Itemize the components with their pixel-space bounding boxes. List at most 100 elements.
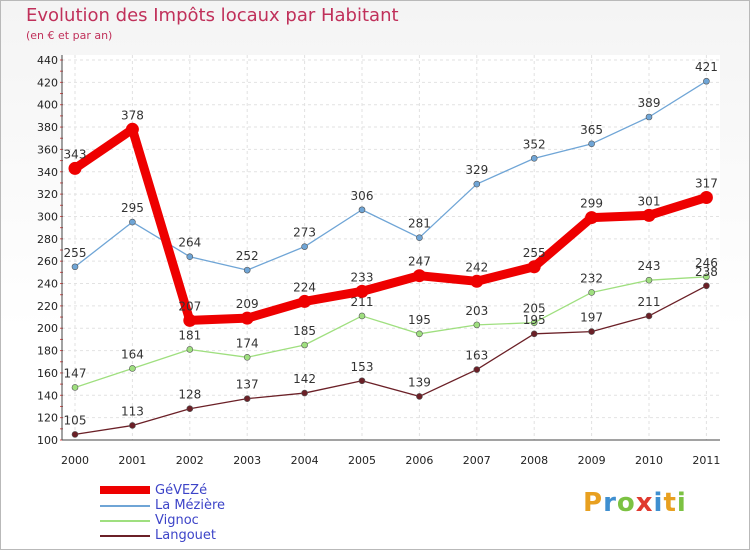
data-point-langouet — [186, 405, 194, 413]
y-tick-label: 200 — [37, 322, 58, 335]
y-tick-label: 140 — [37, 389, 58, 402]
series-line-langouet — [74, 285, 708, 436]
data-label-langouet: 139 — [408, 375, 431, 389]
data-label-langouet: 105 — [64, 413, 87, 427]
data-label-geveze: 343 — [64, 147, 87, 161]
data-label-vignoc: 164 — [121, 347, 144, 361]
y-tick-label: 260 — [37, 255, 58, 268]
legend-swatch — [100, 486, 150, 494]
data-label-geveze: 207 — [178, 299, 201, 313]
data-label-geveze: 255 — [523, 246, 546, 260]
data-label-langouet: 238 — [695, 265, 718, 279]
legend-label: Vignoc — [155, 513, 199, 528]
data-point-geveze — [412, 269, 426, 283]
data-point-vignoc — [473, 321, 481, 329]
data-label-geveze: 247 — [408, 255, 431, 269]
y-tick-label: 440 — [37, 54, 58, 67]
x-tick-label: 2004 — [291, 454, 319, 467]
data-label-la-meziere: 273 — [293, 226, 316, 240]
data-point-vignoc — [186, 346, 194, 353]
data-point-langouet — [358, 377, 366, 385]
legend-swatch — [100, 535, 150, 537]
x-tick-label: 2005 — [348, 454, 376, 467]
data-label-geveze: 224 — [293, 280, 316, 294]
data-label-vignoc: 203 — [465, 304, 488, 318]
chart-subtitle: (en € et par an) — [26, 29, 113, 42]
data-point-vignoc — [129, 365, 136, 372]
data-point-la-meziere — [129, 218, 136, 226]
legend-label: Langouet — [155, 528, 216, 543]
data-point-geveze — [642, 208, 656, 222]
data-point-geveze — [699, 190, 713, 204]
y-tick-label: 300 — [37, 210, 58, 223]
y-tick-label: 100 — [37, 434, 58, 447]
y-tick-label: 160 — [37, 367, 58, 380]
y-tick-label: 280 — [37, 233, 58, 246]
data-point-vignoc — [71, 384, 79, 391]
y-tick-label: 400 — [37, 99, 58, 112]
data-point-la-meziere — [358, 206, 366, 214]
data-label-geveze: 301 — [638, 194, 661, 208]
x-tick-label: 2002 — [176, 454, 204, 467]
data-point-geveze — [125, 122, 139, 136]
data-label-la-meziere: 306 — [351, 189, 374, 203]
data-label-la-meziere: 389 — [638, 96, 661, 110]
data-point-vignoc — [588, 289, 595, 296]
data-point-la-meziere — [703, 77, 710, 85]
data-point-geveze — [183, 313, 197, 327]
data-point-geveze — [470, 274, 484, 288]
data-point-geveze — [585, 211, 599, 225]
y-tick-label: 320 — [37, 188, 58, 201]
data-label-geveze: 299 — [580, 197, 603, 211]
data-point-langouet — [243, 395, 251, 402]
y-tick-label: 420 — [37, 76, 58, 89]
y-tick-label: 220 — [37, 300, 58, 313]
data-label-geveze: 233 — [351, 270, 374, 284]
data-label-geveze: 317 — [695, 176, 718, 190]
data-point-vignoc — [416, 330, 423, 338]
data-point-vignoc — [301, 341, 308, 349]
legend-swatch — [100, 505, 150, 507]
data-label-langouet: 137 — [236, 378, 259, 392]
data-point-langouet — [301, 389, 308, 397]
data-label-la-meziere: 264 — [178, 236, 201, 250]
data-label-langouet: 197 — [580, 311, 603, 325]
y-tick-label: 360 — [37, 143, 58, 156]
data-point-langouet — [129, 422, 136, 429]
data-label-vignoc: 211 — [351, 295, 374, 309]
data-label-langouet: 128 — [178, 388, 201, 402]
data-point-geveze — [298, 294, 312, 308]
data-point-la-meziere — [473, 180, 481, 188]
legend-swatch — [100, 520, 150, 522]
data-point-la-meziere — [301, 243, 308, 250]
data-point-langouet — [416, 393, 423, 400]
data-point-langouet — [473, 366, 481, 373]
data-label-vignoc: 174 — [236, 336, 259, 350]
data-label-la-meziere: 295 — [121, 201, 144, 215]
data-point-geveze — [240, 311, 254, 325]
data-label-vignoc: 195 — [408, 313, 431, 327]
data-label-vignoc: 205 — [523, 302, 546, 316]
data-point-vignoc — [358, 312, 366, 320]
x-tick-label: 2011 — [692, 454, 720, 467]
data-label-langouet: 113 — [121, 404, 144, 418]
data-point-geveze — [68, 161, 82, 175]
x-tick-label: 2007 — [463, 454, 491, 467]
data-point-la-meziere — [645, 113, 653, 121]
data-point-geveze — [355, 284, 369, 298]
y-tick-label: 120 — [37, 412, 58, 425]
y-tick-label: 380 — [37, 121, 58, 134]
data-label-geveze: 378 — [121, 108, 144, 122]
plot-area — [62, 55, 720, 440]
data-label-vignoc: 243 — [638, 259, 661, 273]
x-tick-label: 2008 — [520, 454, 548, 467]
data-label-langouet: 153 — [351, 360, 374, 374]
data-label-langouet: 195 — [523, 313, 546, 327]
data-label-la-meziere: 255 — [64, 246, 87, 260]
data-label-vignoc: 185 — [293, 324, 316, 338]
series-line-la-meziere — [74, 80, 708, 271]
data-point-geveze — [527, 260, 541, 274]
proxiti-logo: Proxiti — [583, 488, 687, 518]
data-label-vignoc: 246 — [695, 256, 718, 270]
data-label-langouet: 211 — [638, 295, 661, 309]
